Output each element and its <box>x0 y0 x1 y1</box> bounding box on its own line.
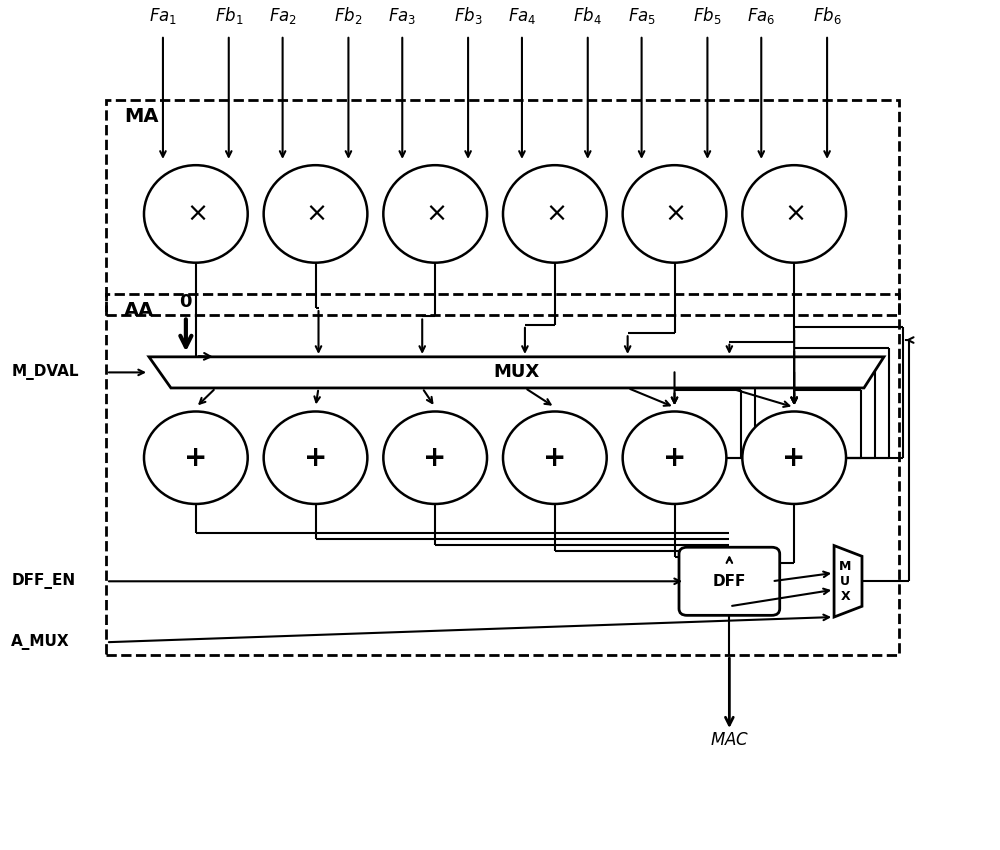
Text: +: + <box>543 444 567 472</box>
Text: AA: AA <box>124 301 154 320</box>
Ellipse shape <box>383 411 487 504</box>
Text: DFF: DFF <box>713 574 746 589</box>
Text: $\mathit{Fa}_{3}$: $\mathit{Fa}_{3}$ <box>388 7 416 26</box>
Text: $\mathit{Fb}_{4}$: $\mathit{Fb}_{4}$ <box>573 5 602 26</box>
Text: $\mathit{Fb}_{2}$: $\mathit{Fb}_{2}$ <box>334 5 363 26</box>
Ellipse shape <box>383 165 487 263</box>
Text: +: + <box>663 444 686 472</box>
FancyBboxPatch shape <box>679 547 780 615</box>
Text: M_DVAL: M_DVAL <box>11 365 79 381</box>
Text: $\mathit{MAC}$: $\mathit{MAC}$ <box>710 731 749 749</box>
Ellipse shape <box>264 165 367 263</box>
Text: +: + <box>184 444 208 472</box>
Text: +: + <box>782 444 806 472</box>
Text: $\times$: $\times$ <box>186 201 206 227</box>
Ellipse shape <box>503 411 607 504</box>
Text: $\mathit{Fb}_{1}$: $\mathit{Fb}_{1}$ <box>215 5 243 26</box>
Text: U: U <box>840 575 850 588</box>
Text: $\times$: $\times$ <box>425 201 445 227</box>
Text: $\mathit{Fa}_{1}$: $\mathit{Fa}_{1}$ <box>149 7 177 26</box>
Text: A_MUX: A_MUX <box>11 634 70 650</box>
Text: MUX: MUX <box>493 364 540 382</box>
Text: 0: 0 <box>180 292 192 310</box>
Text: $\times$: $\times$ <box>664 201 685 227</box>
Text: +: + <box>423 444 447 472</box>
Text: $\mathit{Fb}_{5}$: $\mathit{Fb}_{5}$ <box>693 5 722 26</box>
Text: $\times$: $\times$ <box>305 201 326 227</box>
Text: +: + <box>304 444 327 472</box>
Ellipse shape <box>264 411 367 504</box>
Ellipse shape <box>503 165 607 263</box>
Text: $\times$: $\times$ <box>545 201 565 227</box>
Text: $\mathit{Fb}_{6}$: $\mathit{Fb}_{6}$ <box>813 5 841 26</box>
Ellipse shape <box>144 411 248 504</box>
Polygon shape <box>149 357 884 388</box>
Text: MA: MA <box>124 107 159 126</box>
Text: DFF_EN: DFF_EN <box>11 573 75 589</box>
Text: $\mathit{Fb}_{3}$: $\mathit{Fb}_{3}$ <box>454 5 482 26</box>
Text: $\mathit{Fa}_{2}$: $\mathit{Fa}_{2}$ <box>269 7 297 26</box>
Text: $\mathit{Fa}_{6}$: $\mathit{Fa}_{6}$ <box>747 7 775 26</box>
Ellipse shape <box>144 165 248 263</box>
Bar <box>106 294 899 655</box>
Text: $\mathit{Fa}_{5}$: $\mathit{Fa}_{5}$ <box>628 7 656 26</box>
Ellipse shape <box>623 411 726 504</box>
Polygon shape <box>834 546 862 617</box>
Text: M: M <box>839 559 851 573</box>
Ellipse shape <box>742 165 846 263</box>
Bar <box>106 100 899 314</box>
Ellipse shape <box>742 411 846 504</box>
Text: $\mathit{Fa}_{4}$: $\mathit{Fa}_{4}$ <box>508 7 536 26</box>
Ellipse shape <box>623 165 726 263</box>
Text: $\times$: $\times$ <box>784 201 804 227</box>
Text: X: X <box>840 590 850 603</box>
